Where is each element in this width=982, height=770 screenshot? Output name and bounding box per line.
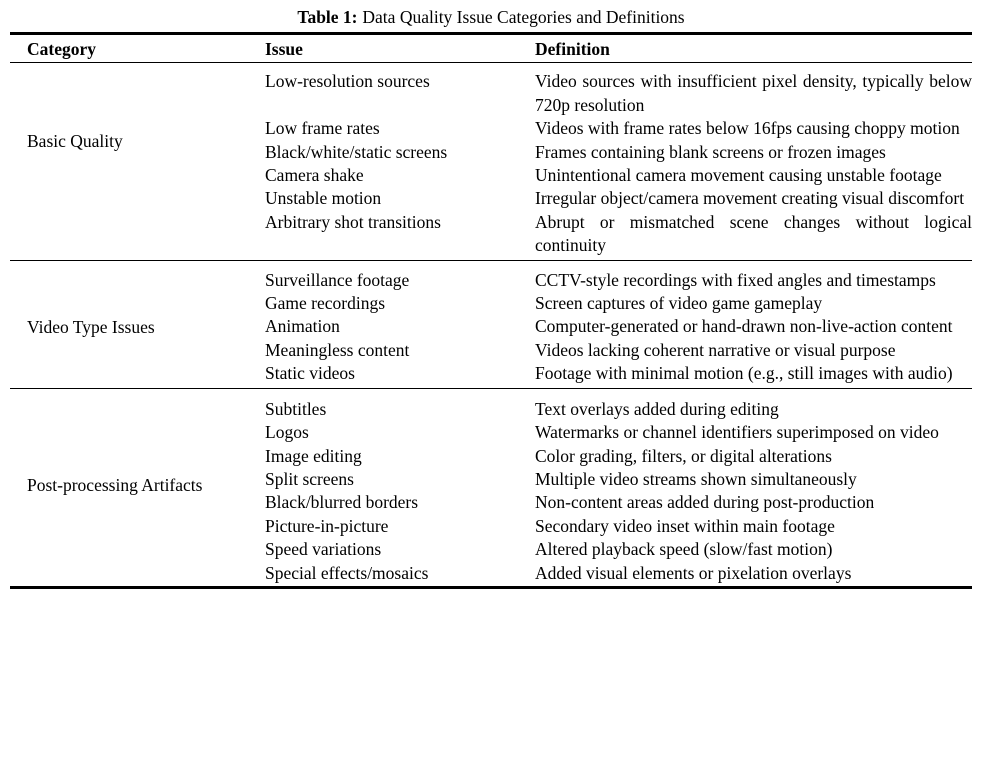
table-row: Game recordings Screen captures of video… <box>265 292 972 315</box>
definition-cell: Footage with minimal motion (e.g., still… <box>535 363 953 384</box>
issue-cell: Camera shake <box>265 165 364 186</box>
table-row: Static videos Footage with minimal motio… <box>265 362 972 385</box>
section-post-processing-artifacts: Post-processing Artifacts Subtitles Text… <box>10 389 972 586</box>
section-rule-1 <box>10 259 972 261</box>
definition-cell: Color grading, filters, or digital alter… <box>535 445 832 466</box>
issue-cell: Image editing <box>265 445 362 466</box>
table-row: Black/blurred borders Non-content areas … <box>265 491 972 514</box>
issue-cell: Arbitrary shot transitions <box>265 211 441 232</box>
definition-cell: Non-content areas added during post-prod… <box>535 492 875 513</box>
definition-cell: Added visual elements or pixelation over… <box>535 562 852 583</box>
issue-cell: Unstable motion <box>265 188 382 209</box>
table-row: Special effects/mosaics Added visual ele… <box>265 562 972 585</box>
definition-cell: CCTV-style recordings with fixed angles … <box>535 269 936 290</box>
issue-cell: Speed variations <box>265 539 382 560</box>
definition-cell: Irregular object/camera movement creatin… <box>535 188 965 209</box>
issue-cell: Black/blurred borders <box>265 492 419 513</box>
column-header-issue: Issue <box>265 39 303 60</box>
definition-cell: Videos lacking coherent narrative or vis… <box>535 339 896 360</box>
table-row: Low frame rates Videos with frame rates … <box>265 117 972 140</box>
issue-cell: Animation <box>265 316 340 337</box>
table-row: Subtitles Text overlays added during edi… <box>265 398 972 421</box>
table-row: Surveillance footage CCTV-style recordin… <box>265 269 972 292</box>
definition-cell: Computer-generated or hand-drawn non-liv… <box>535 316 953 337</box>
table-row: Unstable motion Irregular object/camera … <box>265 187 972 210</box>
section-rule-2 <box>10 387 972 389</box>
table-row: Logos Watermarks or channel identifiers … <box>265 421 972 444</box>
top-double-rule <box>10 32 972 36</box>
section-rows: Surveillance footage CCTV-style recordin… <box>265 261 972 388</box>
table-caption-label: Table 1: <box>297 7 358 27</box>
issue-cell: Logos <box>265 422 309 443</box>
section-rows: Low-resolution sources Video sources wit… <box>265 63 972 259</box>
issue-cell: Game recordings <box>265 293 386 314</box>
category-cell: Video Type Issues <box>27 316 155 337</box>
table-row: Black/white/static screens Frames contai… <box>265 141 972 164</box>
table-row: Camera shake Unintentional camera moveme… <box>265 164 972 187</box>
column-header-category: Category <box>27 39 97 60</box>
section-rows: Subtitles Text overlays added during edi… <box>265 389 972 586</box>
definition-cell: Frames containing blank screens or froze… <box>535 141 886 162</box>
definition-cell: Screen captures of video game gameplay <box>535 293 823 314</box>
table-row: Low-resolution sources Video sources wit… <box>265 70 972 117</box>
table-row: Arbitrary shot transitions Abrupt or mis… <box>265 211 972 258</box>
table-caption-text: Data Quality Issue Categories and Defini… <box>362 7 685 27</box>
definition-cell: Multiple video streams shown simultaneou… <box>535 468 857 489</box>
issue-cell: Special effects/mosaics <box>265 562 429 583</box>
section-basic-quality: Basic Quality Low-resolution sources Vid… <box>10 63 972 259</box>
definition-cell: Video sources with insufficient pixel de… <box>535 71 972 115</box>
definition-cell: Watermarks or channel identifiers superi… <box>535 422 939 443</box>
section-video-type-issues: Video Type Issues Surveillance footage C… <box>10 261 972 388</box>
definition-cell: Altered playback speed (slow/fast motion… <box>535 539 833 560</box>
category-cell: Post-processing Artifacts <box>27 474 203 495</box>
issue-cell: Low-resolution sources <box>265 71 430 92</box>
issue-cell: Picture-in-picture <box>265 515 389 536</box>
definition-cell: Videos with frame rates below 16fps caus… <box>535 118 960 139</box>
column-header-definition: Definition <box>535 39 610 60</box>
header-rule <box>10 62 972 64</box>
issue-cell: Surveillance footage <box>265 269 410 290</box>
table-row: Meaningless content Videos lacking coher… <box>265 339 972 362</box>
table-caption: Table 1: Data Quality Issue Categories an… <box>0 0 982 29</box>
definition-cell: Text overlays added during editing <box>535 398 779 419</box>
issue-cell: Low frame rates <box>265 118 380 139</box>
table-row: Picture-in-picture Secondary video inset… <box>265 515 972 538</box>
table-row: Split screens Multiple video streams sho… <box>265 468 972 491</box>
issue-cell: Black/white/static screens <box>265 141 448 162</box>
category-cell: Basic Quality <box>27 131 123 152</box>
issue-cell: Static videos <box>265 363 355 384</box>
definition-cell: Unintentional camera movement causing un… <box>535 165 942 186</box>
issue-cell: Subtitles <box>265 398 327 419</box>
data-quality-table: Category Issue Definition Basic Quality … <box>10 32 972 589</box>
bottom-double-rule <box>10 585 972 589</box>
issue-cell: Meaningless content <box>265 339 410 360</box>
issue-cell: Split screens <box>265 468 354 489</box>
definition-cell: Secondary video inset within main footag… <box>535 515 835 536</box>
table-row: Animation Computer-generated or hand-dra… <box>265 315 972 338</box>
table-header-row: Category Issue Definition <box>10 35 972 62</box>
table-row: Image editing Color grading, filters, or… <box>265 445 972 468</box>
table-row: Speed variations Altered playback speed … <box>265 538 972 561</box>
definition-cell: Abrupt or mismatched scene changes witho… <box>535 211 972 256</box>
